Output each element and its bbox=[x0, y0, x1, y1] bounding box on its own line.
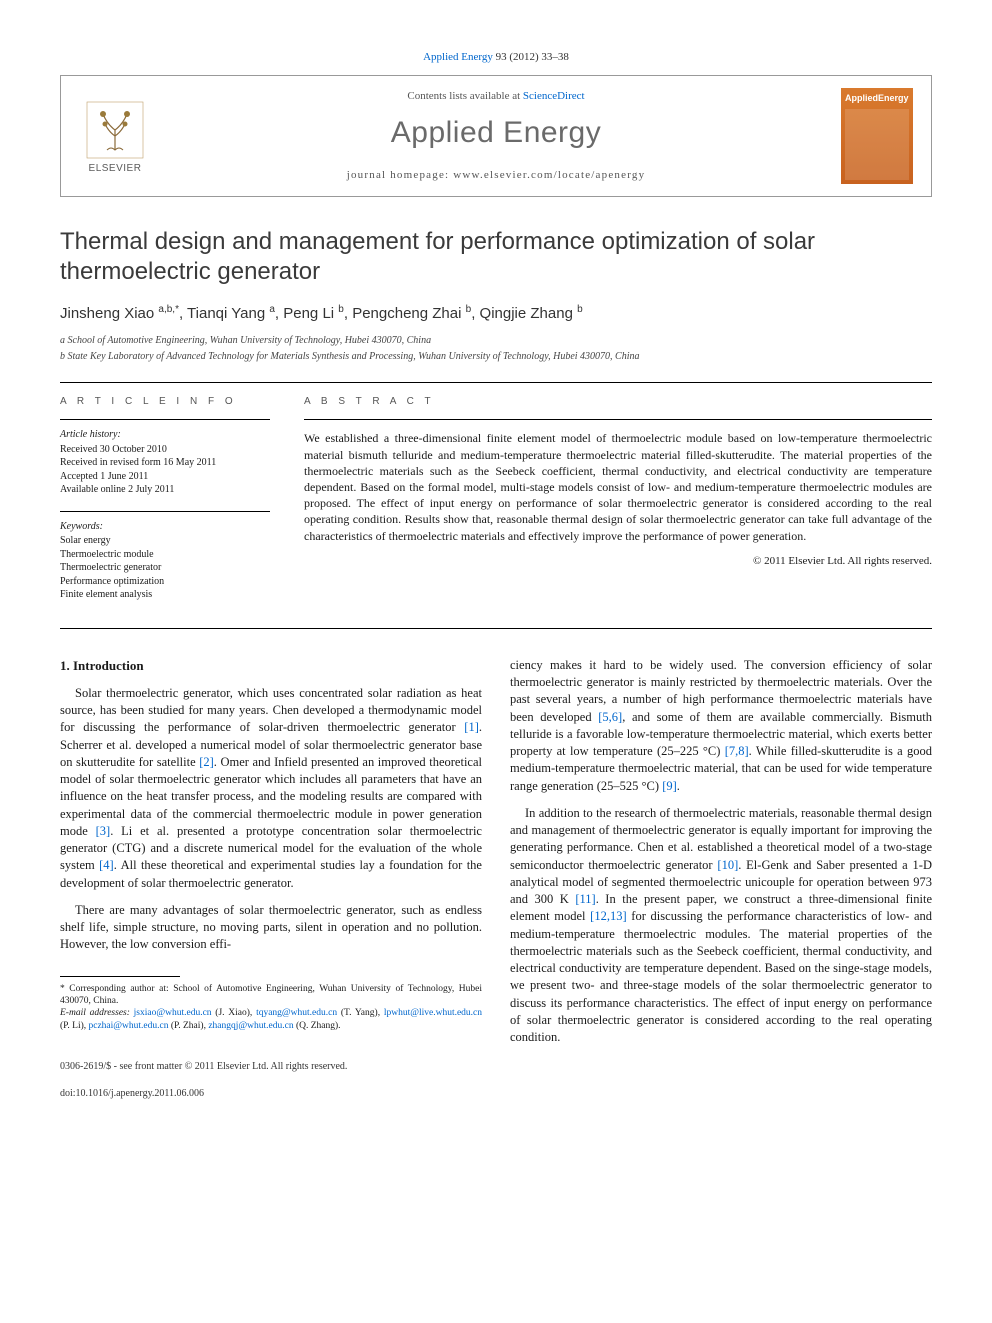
corresponding-footnote: * Corresponding author at: School of Aut… bbox=[60, 983, 482, 1008]
journal-header: ELSEVIER Contents lists available at Sci… bbox=[60, 75, 932, 197]
footnote-separator bbox=[60, 976, 180, 977]
ref-link[interactable]: [10] bbox=[717, 858, 738, 872]
email-link[interactable]: zhangqj@whut.edu.cn bbox=[208, 1021, 293, 1031]
body-paragraph: In addition to the research of thermoele… bbox=[510, 805, 932, 1047]
ref-link[interactable]: [2] bbox=[199, 755, 214, 769]
ref-link[interactable]: [3] bbox=[96, 824, 111, 838]
journal-cover-thumb: AppliedEnergy bbox=[841, 88, 913, 184]
elsevier-tree-icon bbox=[85, 100, 145, 160]
affiliation-a: a School of Automotive Engineering, Wuha… bbox=[60, 334, 932, 348]
ref-link[interactable]: [4] bbox=[99, 858, 114, 872]
ref-link[interactable]: [5,6] bbox=[598, 710, 622, 724]
ref-link[interactable]: [11] bbox=[575, 892, 595, 906]
email-link[interactable]: lpwhut@live.whut.edu.cn bbox=[384, 1008, 482, 1018]
ref-link[interactable]: [1] bbox=[464, 720, 479, 734]
email-link[interactable]: jsxiao@whut.edu.cn bbox=[134, 1008, 212, 1018]
ref-link[interactable]: [7,8] bbox=[725, 744, 749, 758]
journal-homepage: journal homepage: www.elsevier.com/locat… bbox=[169, 168, 823, 183]
article-info-label: A R T I C L E I N F O bbox=[60, 395, 270, 409]
citation-journal-link[interactable]: Applied Energy bbox=[423, 51, 493, 63]
elsevier-logo: ELSEVIER bbox=[79, 96, 151, 176]
article-info-column: A R T I C L E I N F O Article history: R… bbox=[60, 395, 270, 616]
front-matter-line: 0306-2619/$ - see front matter © 2011 El… bbox=[60, 1060, 932, 1073]
ref-link[interactable]: [12,13] bbox=[590, 909, 626, 923]
elsevier-text: ELSEVIER bbox=[89, 162, 142, 176]
body-columns: 1. Introduction Solar thermoelectric gen… bbox=[60, 657, 932, 1047]
section-heading-intro: 1. Introduction bbox=[60, 657, 482, 675]
divider bbox=[60, 382, 932, 383]
citation-vol: 93 (2012) 33–38 bbox=[496, 51, 569, 63]
body-paragraph: Solar thermoelectric generator, which us… bbox=[60, 685, 482, 892]
emails-footnote: E-mail addresses: jsxiao@whut.edu.cn (J.… bbox=[60, 1007, 482, 1032]
body-paragraph: There are many advantages of solar therm… bbox=[60, 902, 482, 954]
article-history: Article history: Received 30 October 201… bbox=[60, 428, 270, 497]
ref-link[interactable]: [9] bbox=[662, 779, 677, 793]
email-link[interactable]: tqyang@whut.edu.cn bbox=[256, 1008, 337, 1018]
journal-name: Applied Energy bbox=[169, 112, 823, 154]
divider bbox=[60, 628, 932, 629]
abstract-column: A B S T R A C T We established a three-d… bbox=[304, 395, 932, 616]
body-paragraph: ciency makes it hard to be widely used. … bbox=[510, 657, 932, 795]
abstract-copyright: © 2011 Elsevier Ltd. All rights reserved… bbox=[304, 554, 932, 569]
email-link[interactable]: pczhai@whut.edu.cn bbox=[89, 1021, 169, 1031]
abstract-label: A B S T R A C T bbox=[304, 395, 932, 409]
keywords-block: Keywords: Solar energy Thermoelectric mo… bbox=[60, 520, 270, 602]
sciencedirect-link[interactable]: ScienceDirect bbox=[523, 90, 585, 102]
citation-line: Applied Energy 93 (2012) 33–38 bbox=[60, 50, 932, 65]
doi-line: doi:10.1016/j.apenergy.2011.06.006 bbox=[60, 1087, 932, 1100]
affiliation-b: b State Key Laboratory of Advanced Techn… bbox=[60, 350, 932, 364]
contents-line: Contents lists available at ScienceDirec… bbox=[169, 89, 823, 104]
abstract-text: We established a three-dimensional finit… bbox=[304, 430, 932, 543]
authors-line: Jinsheng Xiao a,b,*, Tianqi Yang a, Peng… bbox=[60, 303, 932, 324]
article-title: Thermal design and management for perfor… bbox=[60, 227, 932, 287]
